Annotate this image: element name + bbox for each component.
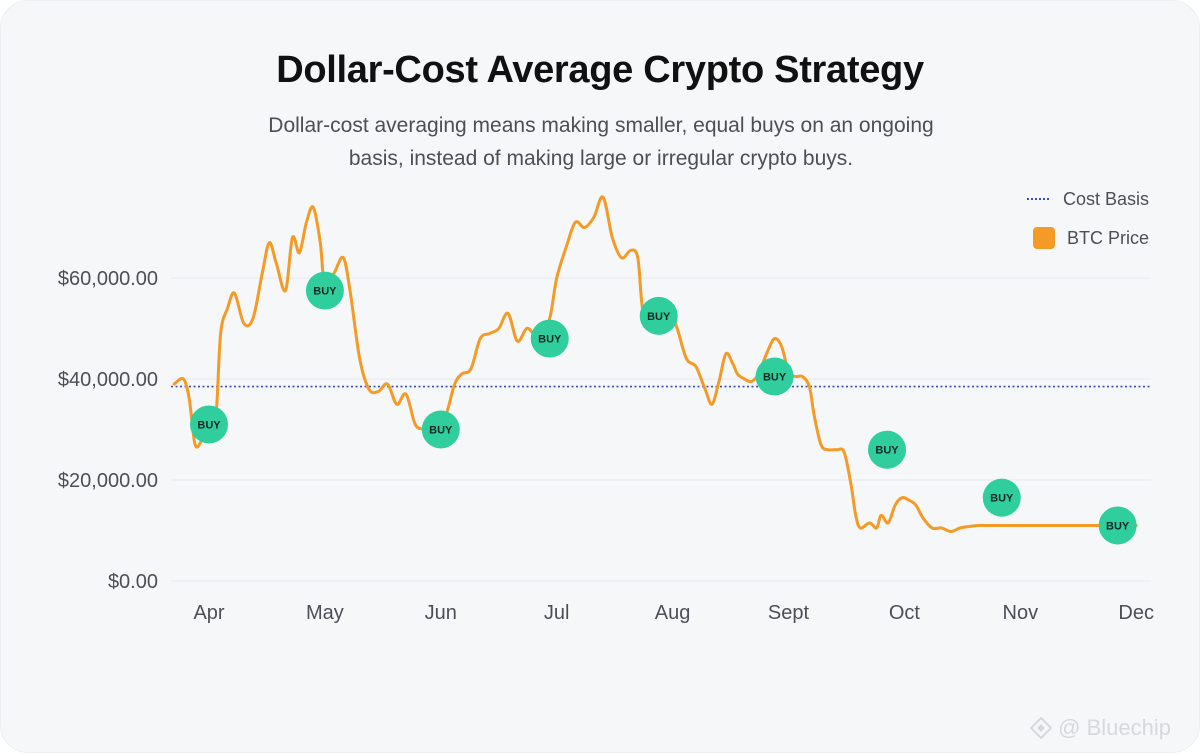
legend-item-btc-price: BTC Price <box>1027 224 1149 252</box>
watermark-text: @ Bluechip <box>1058 715 1171 740</box>
bluechip-logo-icon <box>1030 717 1053 739</box>
watermark: @ Bluechip <box>1030 715 1171 741</box>
cost-basis-line-icon <box>1026 198 1049 200</box>
buy-marker <box>639 296 678 335</box>
y-tick-label: $60,000.00 <box>58 268 158 290</box>
legend-item-cost-basis: Cost Basis <box>1026 185 1149 213</box>
buy-marker-label: BUY <box>538 334 562 346</box>
x-tick-label: Dec <box>1118 602 1154 624</box>
buy-marker <box>868 430 907 469</box>
buy-marker-label: BUY <box>875 445 899 457</box>
buy-marker <box>421 410 460 449</box>
x-tick-label: Jul <box>544 602 570 624</box>
buy-marker <box>982 478 1021 517</box>
y-tick-label: $40,000.00 <box>58 369 158 391</box>
buy-marker-label: BUY <box>197 419 221 431</box>
btc-price-line <box>172 195 1138 533</box>
page-title: Dollar-Cost Average Crypto Strategy <box>276 49 924 91</box>
y-tick-label: $20,000.00 <box>58 470 158 492</box>
page-subtitle: Dollar-cost averaging means making small… <box>268 114 934 170</box>
y-tick-label: $0.00 <box>108 571 158 593</box>
buy-marker-label: BUY <box>990 493 1014 505</box>
buy-marker-label: BUY <box>429 425 453 437</box>
buy-marker <box>190 405 228 444</box>
legend-label-btc-price: BTC Price <box>1066 227 1149 248</box>
x-tick-label: Nov <box>1003 602 1039 624</box>
buy-marker <box>755 357 794 396</box>
x-tick-label: May <box>306 602 344 624</box>
buy-marker-label: BUY <box>1106 520 1130 532</box>
x-tick-label: Aug <box>655 602 691 624</box>
btc-price-swatch-icon <box>1032 227 1055 249</box>
x-tick-label: Apr <box>193 602 224 624</box>
buy-marker-label: BUY <box>647 311 671 323</box>
x-tick-label: Oct <box>889 602 921 624</box>
buy-marker <box>530 319 569 358</box>
buy-marker-label: BUY <box>313 286 337 298</box>
buy-marker <box>305 271 344 310</box>
buy-marker <box>1098 506 1137 545</box>
x-tick-label: Jun <box>425 602 457 624</box>
buy-marker-label: BUY <box>763 371 787 383</box>
legend: Cost Basis BTC Price <box>1026 185 1149 263</box>
legend-label-cost-basis: Cost Basis <box>1062 188 1149 209</box>
x-tick-label: Sept <box>768 602 810 624</box>
